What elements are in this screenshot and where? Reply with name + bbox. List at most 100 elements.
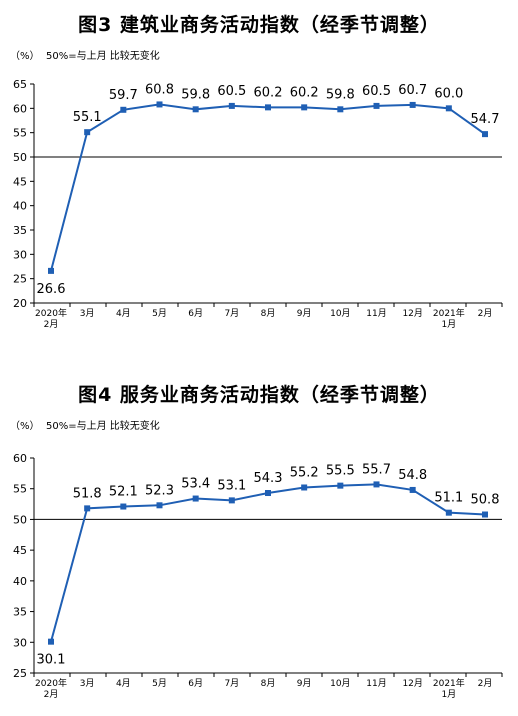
y-tick-label: 65 [13, 78, 27, 91]
y-tick-label: 50 [13, 151, 27, 164]
x-tick-label: 7月 [224, 678, 239, 689]
line-chart-services: 25 30 35 40 45 50 55 60 2020年 2月 3月 4月 5月 6月 7月 8月 9月 10月… [13, 452, 503, 700]
chart-panel-construction: 图3 建筑业商务活动指数（经季节调整） （%） 50%=与上月 比较无变化 20… [10, 14, 503, 330]
data-point [156, 502, 163, 509]
data-point [409, 486, 416, 493]
data-point [156, 101, 163, 108]
y-tick-label: 30 [13, 248, 27, 261]
data-label: 60.2 [254, 85, 283, 100]
data-label: 51.8 [73, 486, 102, 501]
data-label: 60.0 [434, 86, 463, 101]
x-tick-label: 5月 [152, 308, 167, 319]
data-label: 55.2 [290, 465, 319, 480]
chart-panel-services: 图4 服务业商务活动指数（经季节调整） （%） 50%=与上月 比较无变化 25… [0, 370, 518, 716]
baseline-note: 50%=与上月 比较无变化 [46, 51, 160, 62]
x-tick-label: 9月 [297, 308, 312, 319]
x-tick-label: 2020年 2月 [35, 307, 67, 330]
data-label: 55.5 [326, 464, 355, 479]
data-point [228, 102, 235, 109]
x-tick-label: 2月 [478, 678, 493, 689]
chart-title: 图3 建筑业商务活动指数（经季节调整） [78, 14, 440, 36]
x-tick-label: 6月 [188, 308, 203, 319]
chart-title: 图4 服务业商务活动指数（经季节调整） [78, 384, 440, 406]
x-tick-label: 2021年 1月 [433, 677, 465, 700]
data-label: 60.2 [290, 85, 319, 100]
data-label: 54.7 [471, 112, 500, 127]
data-point [84, 129, 91, 136]
data-label: 55.7 [362, 462, 391, 477]
y-tick-label: 25 [13, 273, 27, 286]
data-label: 60.5 [217, 84, 246, 99]
x-tick-label: 11月 [366, 308, 386, 319]
x-tick-label: 2020年 2月 [35, 677, 67, 700]
x-tick-label: 2021年 1月 [433, 307, 465, 330]
x-tick-label: 8月 [261, 308, 276, 319]
data-point [445, 105, 452, 112]
y-tick-label: 55 [13, 127, 27, 140]
x-tick-label: 6月 [188, 678, 203, 689]
data-label: 30.1 [37, 653, 66, 668]
data-point [120, 503, 127, 510]
baseline-note: 50%=与上月 比较无变化 [46, 421, 160, 432]
data-point [48, 638, 54, 645]
x-tick-label: 8月 [261, 678, 276, 689]
data-point [337, 482, 344, 489]
data-point [409, 101, 416, 108]
y-tick-label: 60 [13, 102, 27, 115]
data-label: 60.7 [398, 83, 427, 98]
data-label: 52.3 [145, 483, 174, 498]
data-point [373, 481, 380, 488]
data-point [265, 104, 271, 111]
data-point [84, 505, 91, 512]
data-label: 53.1 [217, 478, 246, 493]
data-label: 51.1 [434, 491, 463, 506]
y-tick-label: 35 [13, 224, 27, 237]
data-label: 59.8 [326, 87, 355, 102]
y-tick-label: 45 [13, 544, 27, 557]
data-label: 50.8 [471, 493, 500, 508]
data-point [265, 490, 271, 497]
unit-label: （%） [10, 421, 40, 432]
data-point [192, 106, 199, 113]
x-tick-label: 11月 [366, 678, 386, 689]
y-tick-label: 25 [13, 667, 27, 680]
y-tick-label: 35 [13, 606, 27, 619]
data-label: 60.5 [362, 84, 391, 99]
y-tick-label: 20 [13, 297, 27, 310]
series-line [50, 483, 486, 642]
data-label: 59.8 [181, 87, 210, 102]
x-tick-label: 4月 [116, 308, 131, 319]
data-label: 52.1 [109, 485, 138, 500]
x-tick-label: 12月 [402, 678, 422, 689]
x-tick-label: 12月 [402, 308, 422, 319]
data-point [301, 104, 308, 111]
data-label: 54.8 [398, 468, 427, 483]
unit-label: （%） [10, 51, 40, 62]
data-point [445, 509, 452, 516]
y-tick-label: 40 [13, 575, 27, 588]
data-label: 26.6 [37, 282, 66, 297]
x-tick-label: 4月 [116, 678, 131, 689]
data-label: 54.3 [254, 471, 283, 486]
data-point [192, 495, 199, 502]
data-point [301, 484, 308, 491]
x-tick-label: 10月 [330, 308, 350, 319]
y-tick-label: 50 [13, 513, 27, 526]
x-tick-label: 3月 [80, 678, 95, 689]
x-tick-label: 2月 [478, 308, 493, 319]
data-point [337, 106, 344, 113]
data-point [48, 267, 54, 274]
line-chart-construction: 20 25 30 35 40 45 50 55 60 65 2020年 2月 3月 4月 5月 6月 7月 8月 9… [13, 78, 503, 330]
y-tick-label: 40 [13, 200, 27, 213]
y-tick-label: 45 [13, 175, 27, 188]
data-point [482, 511, 488, 518]
x-tick-label: 9月 [297, 678, 312, 689]
data-point [120, 106, 127, 113]
data-label: 53.4 [181, 477, 210, 492]
series-line [50, 103, 486, 272]
x-tick-label: 7月 [224, 308, 239, 319]
x-tick-label: 5月 [152, 678, 167, 689]
y-tick-label: 30 [13, 636, 27, 649]
x-tick-label: 3月 [80, 308, 95, 319]
y-tick-label: 55 [13, 483, 27, 496]
